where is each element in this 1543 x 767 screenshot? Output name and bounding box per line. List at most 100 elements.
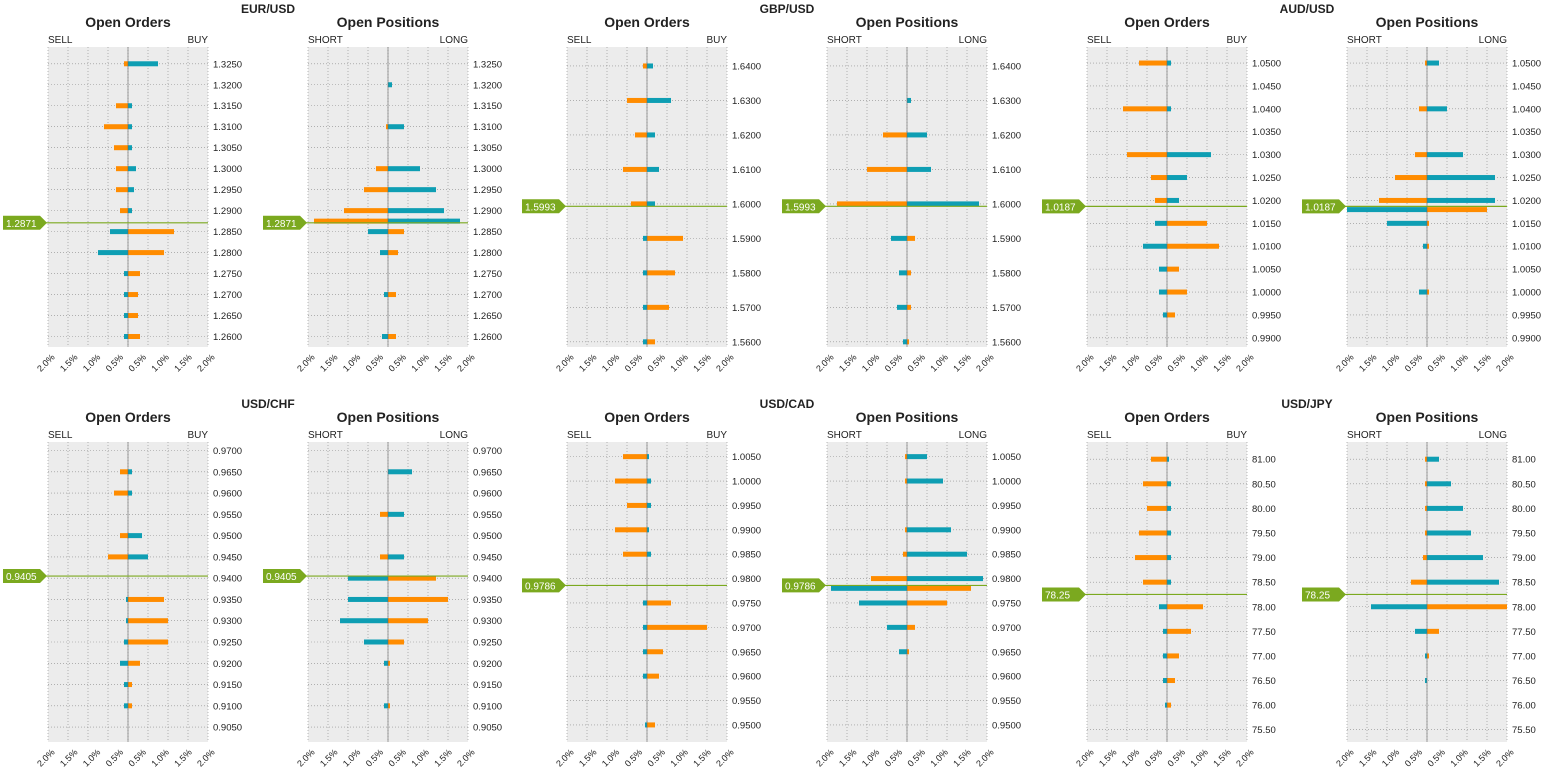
left-side-label: SHORT <box>1347 35 1382 46</box>
bar-left <box>1155 220 1167 226</box>
y-tick-label: 0.9950 <box>732 501 761 512</box>
bar-right <box>1167 678 1175 684</box>
pair-title: USD/JPY <box>1281 397 1332 411</box>
bar-left <box>615 478 647 484</box>
x-tick-label: 0.5% <box>1166 747 1188 767</box>
x-tick-label: 2.0% <box>295 352 317 374</box>
bar-left <box>124 703 128 709</box>
price-tag <box>1042 587 1086 602</box>
y-tick-label: 1.3050 <box>213 143 242 154</box>
panel-title: Open Orders <box>85 14 171 30</box>
x-tick-label: 1.5% <box>1357 747 1379 767</box>
bar-left <box>120 208 128 214</box>
bar-right <box>647 454 649 460</box>
bar-left <box>120 533 128 539</box>
bar-right <box>1167 289 1187 295</box>
y-tick-label: 1.2950 <box>213 185 242 196</box>
y-tick-label: 0.9400 <box>213 574 242 585</box>
bar-right <box>388 554 404 560</box>
x-tick-label: 1.0% <box>600 747 622 767</box>
price-tag <box>3 569 47 584</box>
y-tick-label: 79.50 <box>1252 528 1276 539</box>
bar-right <box>647 166 659 172</box>
price-tag-label: 1.5993 <box>525 202 556 213</box>
y-tick-label: 1.2600 <box>213 332 242 343</box>
x-tick-label: 1.0% <box>1380 747 1402 767</box>
x-tick-label: 1.5% <box>318 352 340 374</box>
y-tick-label: 1.3150 <box>213 101 242 112</box>
bar-right <box>1427 505 1463 511</box>
x-tick-label: 1.0% <box>1380 352 1402 374</box>
x-tick-label: 0.5% <box>364 352 386 374</box>
bar-left <box>1419 106 1427 112</box>
x-tick-label: 1.5% <box>172 747 194 767</box>
y-tick-label: 1.2900 <box>213 206 242 217</box>
price-tag <box>522 199 566 214</box>
left-side-label: SELL <box>1087 35 1112 46</box>
bar-right <box>1427 220 1429 226</box>
x-tick-label: 1.0% <box>149 352 171 374</box>
left-side-label: SELL <box>48 430 73 441</box>
y-tick-label: 1.3000 <box>213 164 242 175</box>
bar-left <box>645 722 647 728</box>
bar-left <box>627 97 647 103</box>
price-tag <box>1302 587 1346 602</box>
bar-left <box>380 554 388 560</box>
left-side-label: SHORT <box>1347 430 1382 441</box>
y-tick-label: 0.9450 <box>473 552 502 563</box>
bar-left <box>1147 505 1167 511</box>
bar-right <box>388 596 448 602</box>
y-tick-label: 1.0150 <box>1512 219 1541 230</box>
bar-left <box>126 596 128 602</box>
x-tick-label: 1.5% <box>691 747 713 767</box>
bar-right <box>647 97 671 103</box>
x-tick-label: 0.5% <box>127 747 149 767</box>
left-side-label: SHORT <box>827 35 862 46</box>
price-tag <box>263 215 307 230</box>
bar-left <box>831 585 907 591</box>
x-tick-label: 1.5% <box>1471 747 1493 767</box>
price-tag-label: 1.2871 <box>266 219 297 230</box>
x-tick-label: 0.5% <box>364 747 386 767</box>
bar-left <box>1371 604 1427 610</box>
y-tick-label: 0.9350 <box>213 595 242 606</box>
y-tick-label: 0.9800 <box>732 574 761 585</box>
pair-title: EUR/USD <box>241 2 295 16</box>
y-tick-label: 1.0050 <box>1252 265 1281 276</box>
y-tick-label: 0.9600 <box>213 489 242 500</box>
bar-right <box>1167 604 1203 610</box>
price-tag-label: 78.25 <box>1305 590 1330 601</box>
price-tag-label: 0.9405 <box>266 572 297 583</box>
price-tag <box>263 569 307 584</box>
y-tick-label: 1.2700 <box>473 290 502 301</box>
y-tick-label: 0.9750 <box>992 598 1021 609</box>
bar-right <box>1427 628 1439 634</box>
bar-left <box>905 527 907 533</box>
bar-right <box>388 229 404 235</box>
bar-left <box>1163 312 1167 318</box>
y-tick-label: 1.3200 <box>213 80 242 91</box>
y-tick-label: 75.50 <box>1252 725 1276 736</box>
x-tick-label: 1.0% <box>668 352 690 374</box>
y-tick-label: 1.0450 <box>1252 81 1281 92</box>
x-tick-label: 1.5% <box>577 747 599 767</box>
bar-right <box>907 166 931 172</box>
bar-left <box>1165 702 1167 708</box>
pair-group-usdchf: USD/CHF Open Orders SELL BUY 0.9050 0.9100 0.9… <box>3 397 502 767</box>
bar-left <box>376 166 388 172</box>
y-tick-label: 1.0000 <box>1252 288 1281 299</box>
y-tick-label: 1.0500 <box>1252 59 1281 70</box>
bar-right <box>1167 243 1219 249</box>
bar-left <box>380 511 388 517</box>
right-side-label: BUY <box>706 35 727 46</box>
y-tick-label: 1.2900 <box>473 206 502 217</box>
y-tick-label: 76.00 <box>1252 701 1276 712</box>
x-tick-label: 2.0% <box>1494 352 1516 374</box>
bar-left <box>899 270 907 276</box>
panel-title: Open Positions <box>337 409 440 425</box>
x-tick-label: 1.0% <box>1120 747 1142 767</box>
y-tick-label: 1.6200 <box>732 130 761 141</box>
bar-left <box>124 61 128 67</box>
x-tick-label: 1.0% <box>409 747 431 767</box>
